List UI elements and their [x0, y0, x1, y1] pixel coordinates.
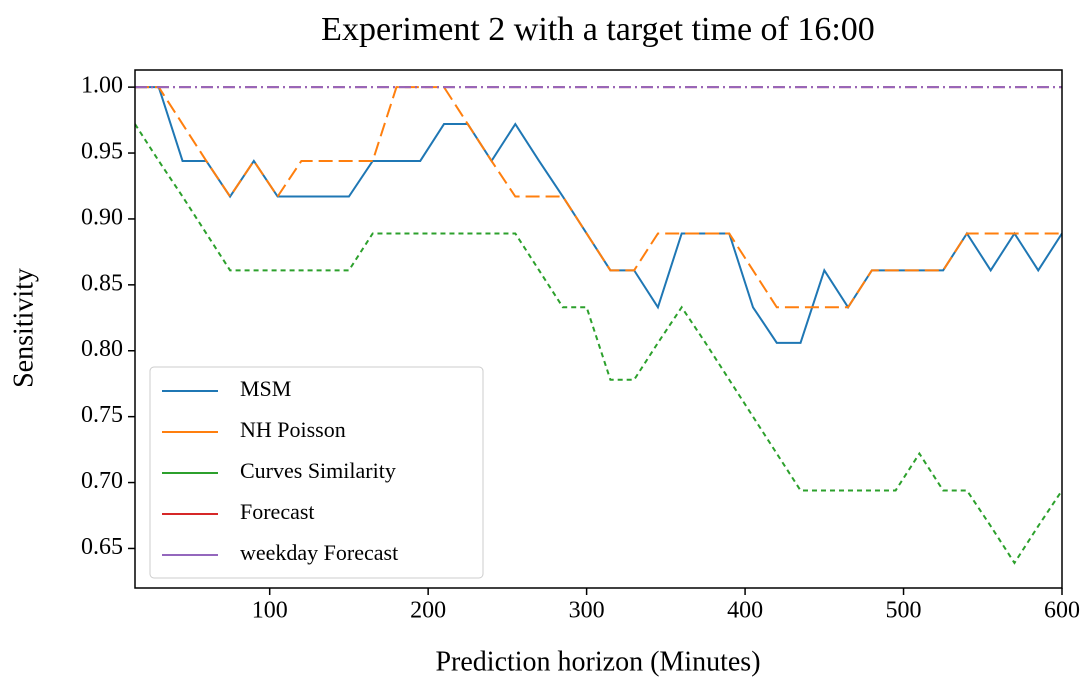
legend-box: [149, 366, 484, 579]
x-tick-label: 200: [410, 598, 446, 624]
series-line: [135, 86, 1062, 309]
y-tick-label: 0.85: [81, 270, 123, 296]
legend-label: Forecast: [240, 499, 315, 524]
chart-title: Experiment 2 with a target time of 16:00: [321, 11, 875, 48]
x-tick-label: 300: [569, 598, 605, 624]
y-tick-label: 0.65: [81, 534, 123, 560]
x-tick-label: 100: [252, 598, 288, 624]
y-tick-label: 0.75: [81, 402, 123, 428]
x-tick-label: 400: [727, 598, 763, 624]
legend-label: Curves Similarity: [240, 458, 396, 483]
plot-frame: [134, 69, 1063, 589]
legend-label: MSM: [240, 376, 291, 401]
legend-label: NH Poisson: [240, 417, 346, 442]
series-line: [135, 86, 1062, 344]
legend-label: weekday Forecast: [240, 540, 398, 565]
y-axis-label: Sensitivity: [8, 268, 39, 388]
y-tick-label: 1.00: [81, 73, 123, 99]
y-tick-label: 0.80: [81, 336, 123, 362]
x-tick-label: 600: [1044, 598, 1080, 624]
y-tick-label: 0.90: [81, 204, 123, 230]
x-tick-label: 500: [886, 598, 922, 624]
y-tick-label: 0.70: [81, 468, 123, 494]
y-tick-label: 0.95: [81, 139, 123, 165]
x-axis-label: Prediction horizon (Minutes): [435, 646, 760, 677]
